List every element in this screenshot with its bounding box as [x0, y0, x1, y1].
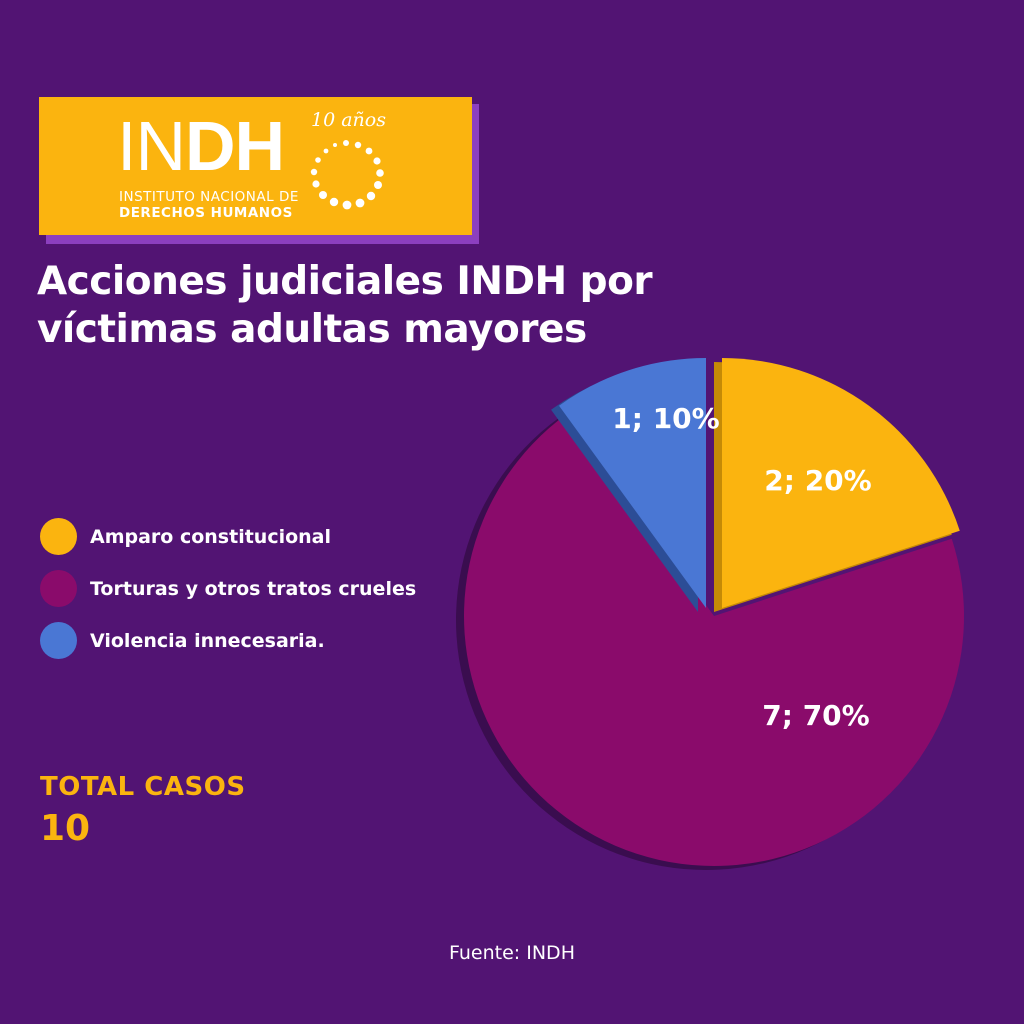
logo-dots-icon: [310, 140, 384, 210]
total-cases-label: TOTAL CASOS: [40, 772, 246, 802]
total-cases-value: 10: [40, 808, 91, 849]
legend-swatch-violencia: [40, 622, 77, 659]
legend-label-torturas: Torturas y otros tratos crueles: [90, 578, 417, 600]
indh-logo: INDH 10 años INSTITUTO NACIONAL DE DEREC…: [39, 97, 472, 235]
logo-anniversary-badge: 10 años: [311, 109, 386, 131]
chart-title: Acciones judiciales INDH por víctimas ad…: [37, 259, 653, 352]
logo-wordmark: INDH: [117, 111, 285, 181]
logo-subtitle-line2: DERECHOS HUMANOS: [119, 205, 293, 221]
legend-label-amparo: Amparo constitucional: [90, 526, 332, 548]
pie-slice-torturas: [464, 413, 964, 866]
source-note: Fuente: INDH: [449, 942, 575, 964]
legend-swatch-amparo: [40, 518, 77, 555]
logo-subtitle-line1: INSTITUTO NACIONAL DE: [119, 189, 299, 205]
pie-slice-violencia: [559, 358, 706, 608]
pie-slice-label-torturas: 7; 70%: [762, 699, 869, 732]
pie-slice-label-amparo: 2; 20%: [764, 464, 871, 497]
legend-swatch-torturas: [40, 570, 77, 607]
logo-wordmark-bold: DH: [185, 107, 285, 185]
pie-slice-amparo: [722, 358, 960, 608]
logo-wordmark-light: IN: [117, 107, 186, 185]
pie-slice-label-violencia: 1; 10%: [612, 402, 719, 435]
legend-label-violencia: Violencia innecesaria.: [90, 630, 325, 652]
